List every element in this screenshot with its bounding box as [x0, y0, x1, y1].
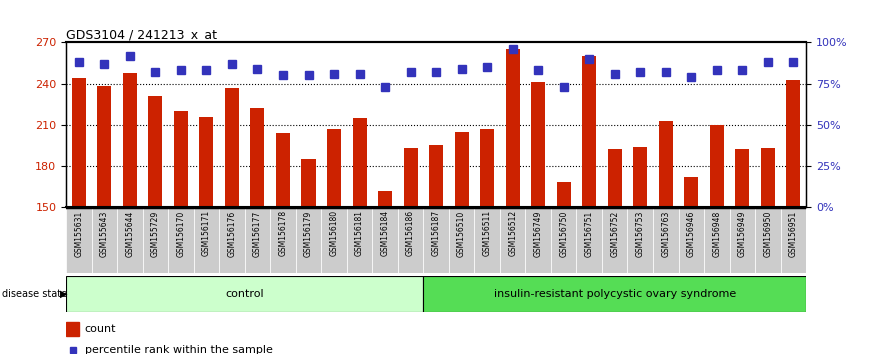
- Text: GSM156186: GSM156186: [406, 210, 415, 257]
- Bar: [627, 207, 653, 273]
- Bar: [301, 159, 315, 207]
- Bar: [500, 207, 525, 273]
- Bar: [608, 149, 622, 207]
- Bar: [66, 322, 79, 336]
- Bar: [557, 182, 571, 207]
- Text: count: count: [85, 324, 116, 334]
- Bar: [322, 207, 347, 273]
- Text: GSM156512: GSM156512: [508, 210, 517, 257]
- Bar: [551, 207, 576, 273]
- Text: percentile rank within the sample: percentile rank within the sample: [85, 345, 272, 354]
- Bar: [174, 111, 188, 207]
- Bar: [270, 207, 296, 273]
- Text: GSM156177: GSM156177: [253, 210, 262, 257]
- Bar: [250, 108, 264, 207]
- Bar: [685, 177, 699, 207]
- Bar: [403, 148, 418, 207]
- Bar: [378, 190, 392, 207]
- Text: GSM156170: GSM156170: [176, 210, 185, 257]
- Text: ▶: ▶: [60, 289, 68, 299]
- Bar: [66, 207, 92, 273]
- Bar: [729, 207, 755, 273]
- Text: GSM155643: GSM155643: [100, 210, 109, 257]
- Text: GDS3104 / 241213_x_at: GDS3104 / 241213_x_at: [66, 28, 217, 41]
- Bar: [576, 207, 602, 273]
- Text: insulin-resistant polycystic ovary syndrome: insulin-resistant polycystic ovary syndr…: [493, 289, 736, 299]
- Bar: [474, 207, 500, 273]
- Text: GSM155644: GSM155644: [125, 210, 135, 257]
- Text: GSM156950: GSM156950: [763, 210, 773, 257]
- Bar: [122, 73, 137, 207]
- Bar: [755, 207, 781, 273]
- Bar: [373, 207, 398, 273]
- Text: GSM156510: GSM156510: [457, 210, 466, 257]
- Bar: [219, 207, 245, 273]
- Bar: [455, 132, 469, 207]
- Bar: [531, 82, 545, 207]
- Bar: [424, 276, 806, 312]
- Bar: [506, 49, 520, 207]
- Bar: [352, 118, 366, 207]
- Text: GSM156178: GSM156178: [278, 210, 287, 257]
- Bar: [448, 207, 474, 273]
- Bar: [710, 125, 724, 207]
- Bar: [736, 149, 750, 207]
- Text: GSM156749: GSM156749: [534, 210, 543, 257]
- Bar: [245, 207, 270, 273]
- Bar: [327, 129, 341, 207]
- Bar: [72, 78, 85, 207]
- Bar: [678, 207, 704, 273]
- Bar: [398, 207, 424, 273]
- Bar: [582, 56, 596, 207]
- Bar: [92, 207, 117, 273]
- Bar: [424, 207, 448, 273]
- Bar: [525, 207, 551, 273]
- Bar: [148, 96, 162, 207]
- Bar: [97, 86, 111, 207]
- Bar: [602, 207, 627, 273]
- Bar: [653, 207, 678, 273]
- Bar: [225, 88, 239, 207]
- Text: GSM156751: GSM156751: [585, 210, 594, 257]
- Bar: [704, 207, 729, 273]
- Bar: [659, 121, 673, 207]
- Text: GSM156951: GSM156951: [788, 210, 798, 257]
- Text: GSM156750: GSM156750: [559, 210, 568, 257]
- Bar: [633, 147, 648, 207]
- Text: GSM156948: GSM156948: [713, 210, 722, 257]
- Bar: [66, 276, 424, 312]
- Bar: [787, 80, 800, 207]
- Text: GSM156171: GSM156171: [202, 210, 211, 257]
- Bar: [296, 207, 322, 273]
- Text: GSM156179: GSM156179: [304, 210, 313, 257]
- Bar: [761, 148, 775, 207]
- Text: control: control: [226, 289, 264, 299]
- Text: GSM156752: GSM156752: [611, 210, 619, 257]
- Text: GSM156946: GSM156946: [687, 210, 696, 257]
- Text: GSM156763: GSM156763: [662, 210, 670, 257]
- Bar: [117, 207, 143, 273]
- Bar: [429, 145, 443, 207]
- Bar: [199, 116, 213, 207]
- Bar: [168, 207, 194, 273]
- Text: disease state: disease state: [2, 289, 67, 299]
- Text: GSM156511: GSM156511: [483, 210, 492, 257]
- Bar: [194, 207, 219, 273]
- Text: GSM156180: GSM156180: [329, 210, 338, 257]
- Text: GSM156176: GSM156176: [227, 210, 236, 257]
- Text: GSM156753: GSM156753: [636, 210, 645, 257]
- Text: GSM155631: GSM155631: [74, 210, 84, 257]
- Text: GSM156187: GSM156187: [432, 210, 440, 257]
- Bar: [781, 207, 806, 273]
- Text: GSM156949: GSM156949: [737, 210, 747, 257]
- Text: GSM156184: GSM156184: [381, 210, 389, 257]
- Text: GSM156181: GSM156181: [355, 210, 364, 256]
- Text: GSM155729: GSM155729: [151, 210, 159, 257]
- Bar: [347, 207, 373, 273]
- Bar: [276, 133, 290, 207]
- Bar: [480, 129, 494, 207]
- Bar: [143, 207, 168, 273]
